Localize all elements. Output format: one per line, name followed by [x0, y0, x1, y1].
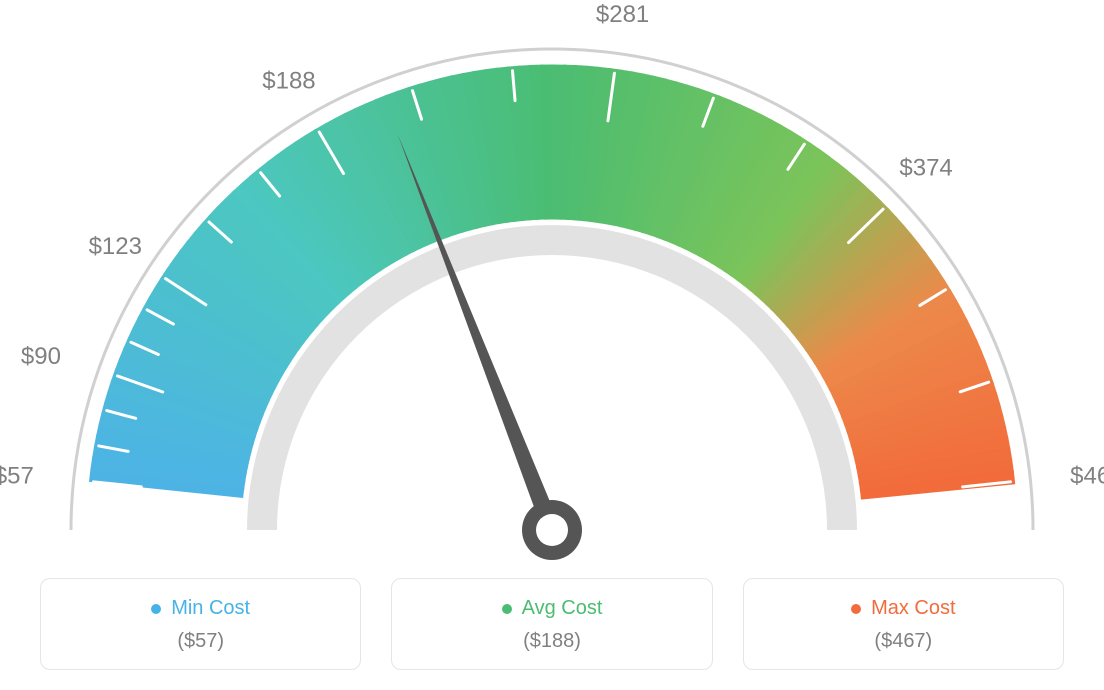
gauge-chart: $57 $90 $123 $188 $281 $374 $467	[0, 0, 1104, 560]
gauge-tick-label: $467	[1070, 463, 1104, 490]
legend-value-min: ($57)	[41, 630, 360, 653]
chart-wrapper: $57 $90 $123 $188 $281 $374 $467 Min Cost ($57…	[0, 0, 1104, 690]
gauge-tick-label: $90	[21, 343, 61, 370]
legend-card-min: Min Cost ($57)	[40, 578, 361, 670]
gauge-tick-label: $374	[899, 154, 952, 181]
legend-card-max: Max Cost ($467)	[743, 578, 1064, 670]
gauge-tick-label: $57	[0, 463, 34, 490]
dot-icon-min	[151, 604, 161, 614]
dot-icon-avg	[502, 604, 512, 614]
legend-label-min: Min Cost	[151, 597, 250, 620]
legend-label-avg: Avg Cost	[502, 597, 603, 620]
gauge-area: $57 $90 $123 $188 $281 $374 $467	[0, 0, 1104, 560]
legend-label-max: Max Cost	[851, 597, 955, 620]
legend-value-avg: ($188)	[392, 630, 711, 653]
gauge-tick-label: $281	[596, 1, 649, 28]
legend-label-text: Max Cost	[871, 597, 955, 620]
gauge-tick-label: $188	[262, 67, 315, 94]
legend-label-text: Min Cost	[171, 597, 250, 620]
legend-row: Min Cost ($57) Avg Cost ($188) Max Cost …	[0, 578, 1104, 670]
dot-icon-max	[851, 604, 861, 614]
legend-value-max: ($467)	[744, 630, 1063, 653]
legend-label-text: Avg Cost	[522, 597, 603, 620]
gauge-tick-label: $123	[89, 233, 142, 260]
legend-card-avg: Avg Cost ($188)	[391, 578, 712, 670]
